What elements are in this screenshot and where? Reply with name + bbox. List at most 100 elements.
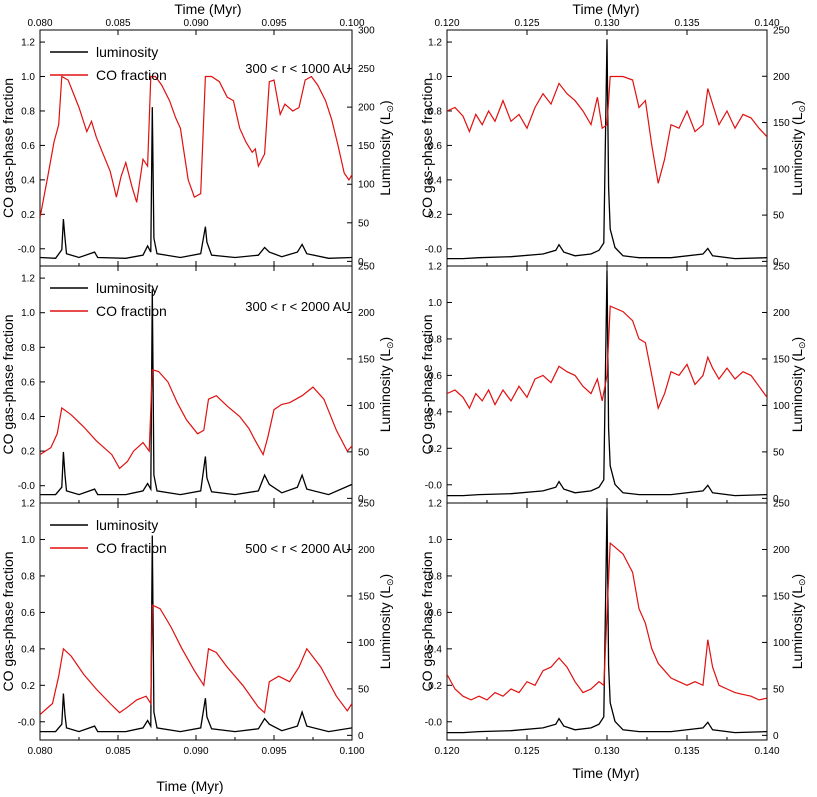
y-tick-label-right: 100 [773, 401, 790, 412]
y-tick-label-right: 50 [773, 211, 785, 222]
y-tick-label-left: 1.2 [428, 38, 442, 49]
co-fraction-line [447, 75, 767, 184]
y-axis-title-right: Luminosity (L⊙) [789, 337, 807, 432]
y-tick-label-left: 1.2 [428, 499, 442, 510]
y-tick-label-left: 0.8 [21, 343, 35, 354]
y-tick-label-left: -0.0 [18, 244, 36, 255]
x-tick-label-top: 0.130 [594, 18, 619, 29]
y-axis-title-left: CO gas-phase fraction [0, 314, 16, 454]
y-tick-label-left: 0.6 [21, 608, 35, 619]
y-tick-label-right: 150 [773, 591, 790, 602]
y-tick-label-left: 0.2 [428, 444, 442, 455]
y-tick-label-right: 0 [358, 257, 364, 268]
y-tick-label-right: 150 [773, 118, 790, 129]
y-tick-label-left: 0.8 [428, 106, 442, 117]
y-axis-title-right: Luminosity (L⊙) [789, 100, 807, 195]
y-axis-title-left: CO gas-phase fraction [0, 78, 16, 218]
y-tick-label-left: 0.8 [21, 571, 35, 582]
y-tick-label-left: 1.2 [21, 274, 35, 285]
y-tick-label-right: 250 [773, 499, 790, 510]
y-tick-label-left: 1.0 [428, 535, 442, 546]
y-tick-label-left: 0.2 [21, 447, 35, 458]
legend-co-fraction-label: CO fraction [96, 67, 167, 83]
y-tick-label-right: 100 [358, 638, 375, 649]
y-axis-title-left: CO gas-phase fraction [419, 314, 435, 454]
y-tick-label-left: 0.2 [21, 210, 35, 221]
y-tick-label-right: 0 [773, 731, 779, 742]
y-tick-label-right: 200 [358, 308, 375, 319]
luminosity-line [447, 39, 767, 260]
y-tick-label-left: 0.4 [21, 175, 35, 186]
y-tick-label-left: -0.0 [425, 717, 443, 728]
x-tick-label-top: 0.125 [514, 18, 539, 29]
y-tick-label-left: -0.0 [425, 480, 443, 491]
y-tick-label-left: 1.0 [428, 72, 442, 83]
legend-luminosity-label: luminosity [96, 44, 158, 60]
y-tick-label-left: 0.4 [428, 407, 442, 418]
bottom-axis-title-left: Time (Myr) [156, 778, 223, 794]
x-tick-label: 0.130 [594, 746, 619, 757]
y-axis-title-left: CO gas-phase fraction [0, 551, 16, 691]
y-tick-label-left: -0.0 [425, 244, 443, 255]
y-tick-label-left: 0.2 [428, 210, 442, 221]
legend-co-fraction-label: CO fraction [96, 540, 167, 556]
y-tick-label-left: 1.0 [428, 298, 442, 309]
y-tick-label-left: 0.8 [428, 334, 442, 345]
y-tick-label-left: 1.0 [21, 535, 35, 546]
x-tick-label-top: 0.140 [754, 18, 779, 29]
co-fraction-line [40, 604, 352, 715]
y-tick-label-right: 0 [358, 494, 364, 505]
legend-luminosity-label: luminosity [96, 280, 158, 296]
y-tick-label-right: 200 [358, 103, 375, 114]
y-tick-label-left: 0.8 [21, 106, 35, 117]
y-axis-title-left: CO gas-phase fraction [419, 551, 435, 691]
y-tick-label-left: 1.2 [21, 38, 35, 49]
top-axis-title-right: Time (Myr) [572, 1, 639, 17]
y-tick-label-right: 250 [773, 262, 790, 273]
y-tick-label-right: 0 [773, 257, 779, 268]
y-tick-label-left: 0.6 [428, 141, 442, 152]
y-tick-label-right: 150 [358, 354, 375, 365]
y-tick-label-right: 50 [773, 447, 785, 458]
x-tick-label: 0.100 [339, 746, 364, 757]
co-fraction-line [447, 305, 767, 411]
y-tick-label-left: 0.6 [21, 377, 35, 388]
x-tick-label: 0.120 [434, 746, 459, 757]
y-tick-label-right: 300 [358, 26, 375, 37]
x-tick-label: 0.125 [514, 746, 539, 757]
y-tick-label-right: 0 [773, 494, 779, 505]
x-tick-label-top: 0.090 [183, 18, 208, 29]
luminosity-line [40, 535, 352, 733]
y-tick-label-right: 100 [358, 180, 375, 191]
y-tick-label-left: 0.4 [21, 412, 35, 423]
radius-annotation: 300 < r < 2000 AU [245, 299, 351, 314]
y-tick-label-left: 0.8 [428, 571, 442, 582]
luminosity-line [40, 289, 352, 496]
x-tick-label: 0.085 [105, 746, 130, 757]
y-tick-label-left: 0.6 [21, 141, 35, 152]
x-tick-label-top: 0.120 [434, 18, 459, 29]
y-tick-label-right: 0 [358, 731, 364, 742]
y-tick-label-right: 200 [773, 545, 790, 556]
y-tick-label-right: 250 [358, 499, 375, 510]
luminosity-line [447, 507, 767, 734]
x-tick-label-top: 0.085 [105, 18, 130, 29]
panel-frame-left-bottom [39, 502, 353, 741]
y-tick-label-right: 50 [358, 447, 370, 458]
top-axis-title-left: Time (Myr) [174, 1, 241, 17]
y-tick-label-left: -0.0 [18, 717, 36, 728]
x-tick-label: 0.080 [27, 746, 52, 757]
y-tick-label-right: 100 [773, 164, 790, 175]
y-tick-label-right: 100 [773, 638, 790, 649]
y-tick-label-left: 1.2 [21, 499, 35, 510]
legend-co-fraction-label: CO fraction [96, 303, 167, 319]
luminosity-line [447, 270, 767, 497]
x-tick-label-top: 0.080 [27, 18, 52, 29]
x-tick-label: 0.095 [261, 746, 286, 757]
y-tick-label-right: 200 [358, 545, 375, 556]
y-tick-label-left: 1.0 [21, 72, 35, 83]
y-tick-label-left: 0.4 [428, 644, 442, 655]
y-tick-label-left: 0.4 [21, 644, 35, 655]
y-tick-label-left: 0.2 [428, 681, 442, 692]
x-tick-label-top: 0.100 [339, 18, 364, 29]
